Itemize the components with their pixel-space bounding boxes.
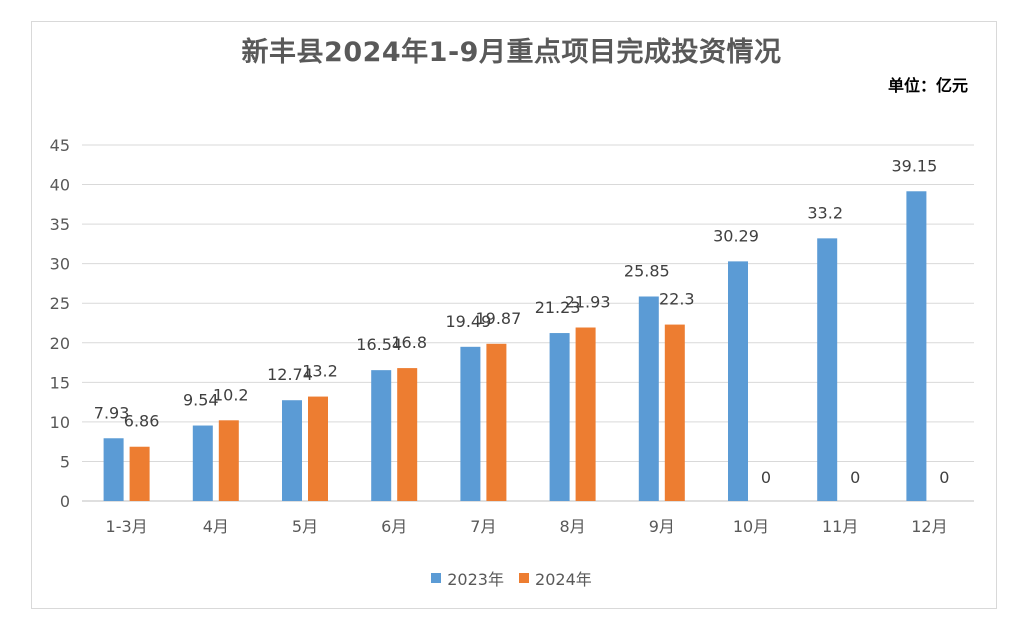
- x-tick-label: 8月: [560, 517, 586, 536]
- bar: [664, 324, 685, 501]
- bar: [192, 425, 213, 501]
- data-label: 9.54: [183, 391, 219, 410]
- data-label: 0: [850, 468, 860, 487]
- legend-swatch-2024: [519, 573, 530, 583]
- data-label: 19.49: [445, 312, 491, 331]
- bar: [638, 296, 659, 501]
- data-label: 10.2: [213, 385, 249, 404]
- data-label: 12.74: [267, 365, 313, 384]
- y-tick-label: 15: [50, 373, 70, 392]
- x-tick-label: 7月: [470, 517, 496, 536]
- x-tick-label: 6月: [381, 517, 407, 536]
- y-tick-label: 20: [50, 334, 70, 353]
- bar: [906, 191, 927, 501]
- legend-item-2024: 2024年: [519, 566, 592, 590]
- data-label: 6.86: [124, 412, 160, 431]
- bar: [282, 400, 302, 501]
- x-tick-label: 11月: [822, 517, 858, 536]
- data-label: 39.15: [891, 156, 937, 175]
- data-label: 30.29: [713, 226, 759, 245]
- y-tick-label: 5: [60, 452, 70, 471]
- bar: [460, 346, 481, 501]
- data-label: 25.85: [624, 261, 670, 280]
- legend: 2023年 2024年: [0, 566, 1023, 590]
- chart-title: 新丰县2024年1-9月重点项目完成投资情况: [241, 37, 782, 68]
- y-tick-label: 45: [50, 136, 70, 155]
- data-label: 0: [939, 468, 949, 487]
- data-label: 16.8: [391, 333, 427, 352]
- bar: [397, 368, 418, 501]
- data-label: 21.93: [565, 293, 611, 312]
- x-tick-label: 10月: [733, 517, 769, 536]
- data-label: 0: [761, 468, 771, 487]
- legend-swatch-2023: [431, 573, 442, 583]
- unit-label: 单位：亿元: [887, 76, 968, 95]
- y-tick-label: 0: [60, 492, 70, 511]
- data-label: 13.2: [302, 362, 338, 381]
- bar: [103, 438, 124, 501]
- bar: [218, 420, 239, 501]
- x-tick-label: 9月: [649, 517, 675, 536]
- bar: [308, 396, 328, 501]
- y-tick-label: 30: [50, 255, 70, 274]
- x-tick-label: 12月: [911, 517, 947, 536]
- x-tick-label: 4月: [203, 517, 229, 536]
- y-tick-label: 35: [50, 215, 70, 234]
- bar: [817, 238, 838, 501]
- data-label: 33.2: [807, 203, 843, 222]
- data-label: 7.93: [94, 403, 130, 422]
- y-tick-label: 40: [50, 176, 70, 195]
- data-label: 22.3: [659, 290, 695, 309]
- data-label: 19.87: [475, 309, 521, 328]
- x-tick-label: 5月: [292, 517, 318, 536]
- bar: [486, 343, 507, 501]
- legend-item-2023: 2023年: [431, 566, 504, 590]
- bar: [129, 446, 150, 501]
- legend-label-2023: 2023年: [447, 570, 504, 589]
- bar: [549, 333, 570, 501]
- x-tick-label: 1-3月: [106, 517, 148, 536]
- y-tick-label: 25: [50, 294, 70, 313]
- bar: [728, 261, 748, 501]
- bar: [371, 370, 392, 501]
- legend-label-2024: 2024年: [535, 570, 592, 589]
- bar: [575, 327, 596, 501]
- data-label: 16.54: [356, 335, 402, 354]
- y-tick-label: 10: [50, 413, 70, 432]
- data-label: 21.23: [535, 298, 581, 317]
